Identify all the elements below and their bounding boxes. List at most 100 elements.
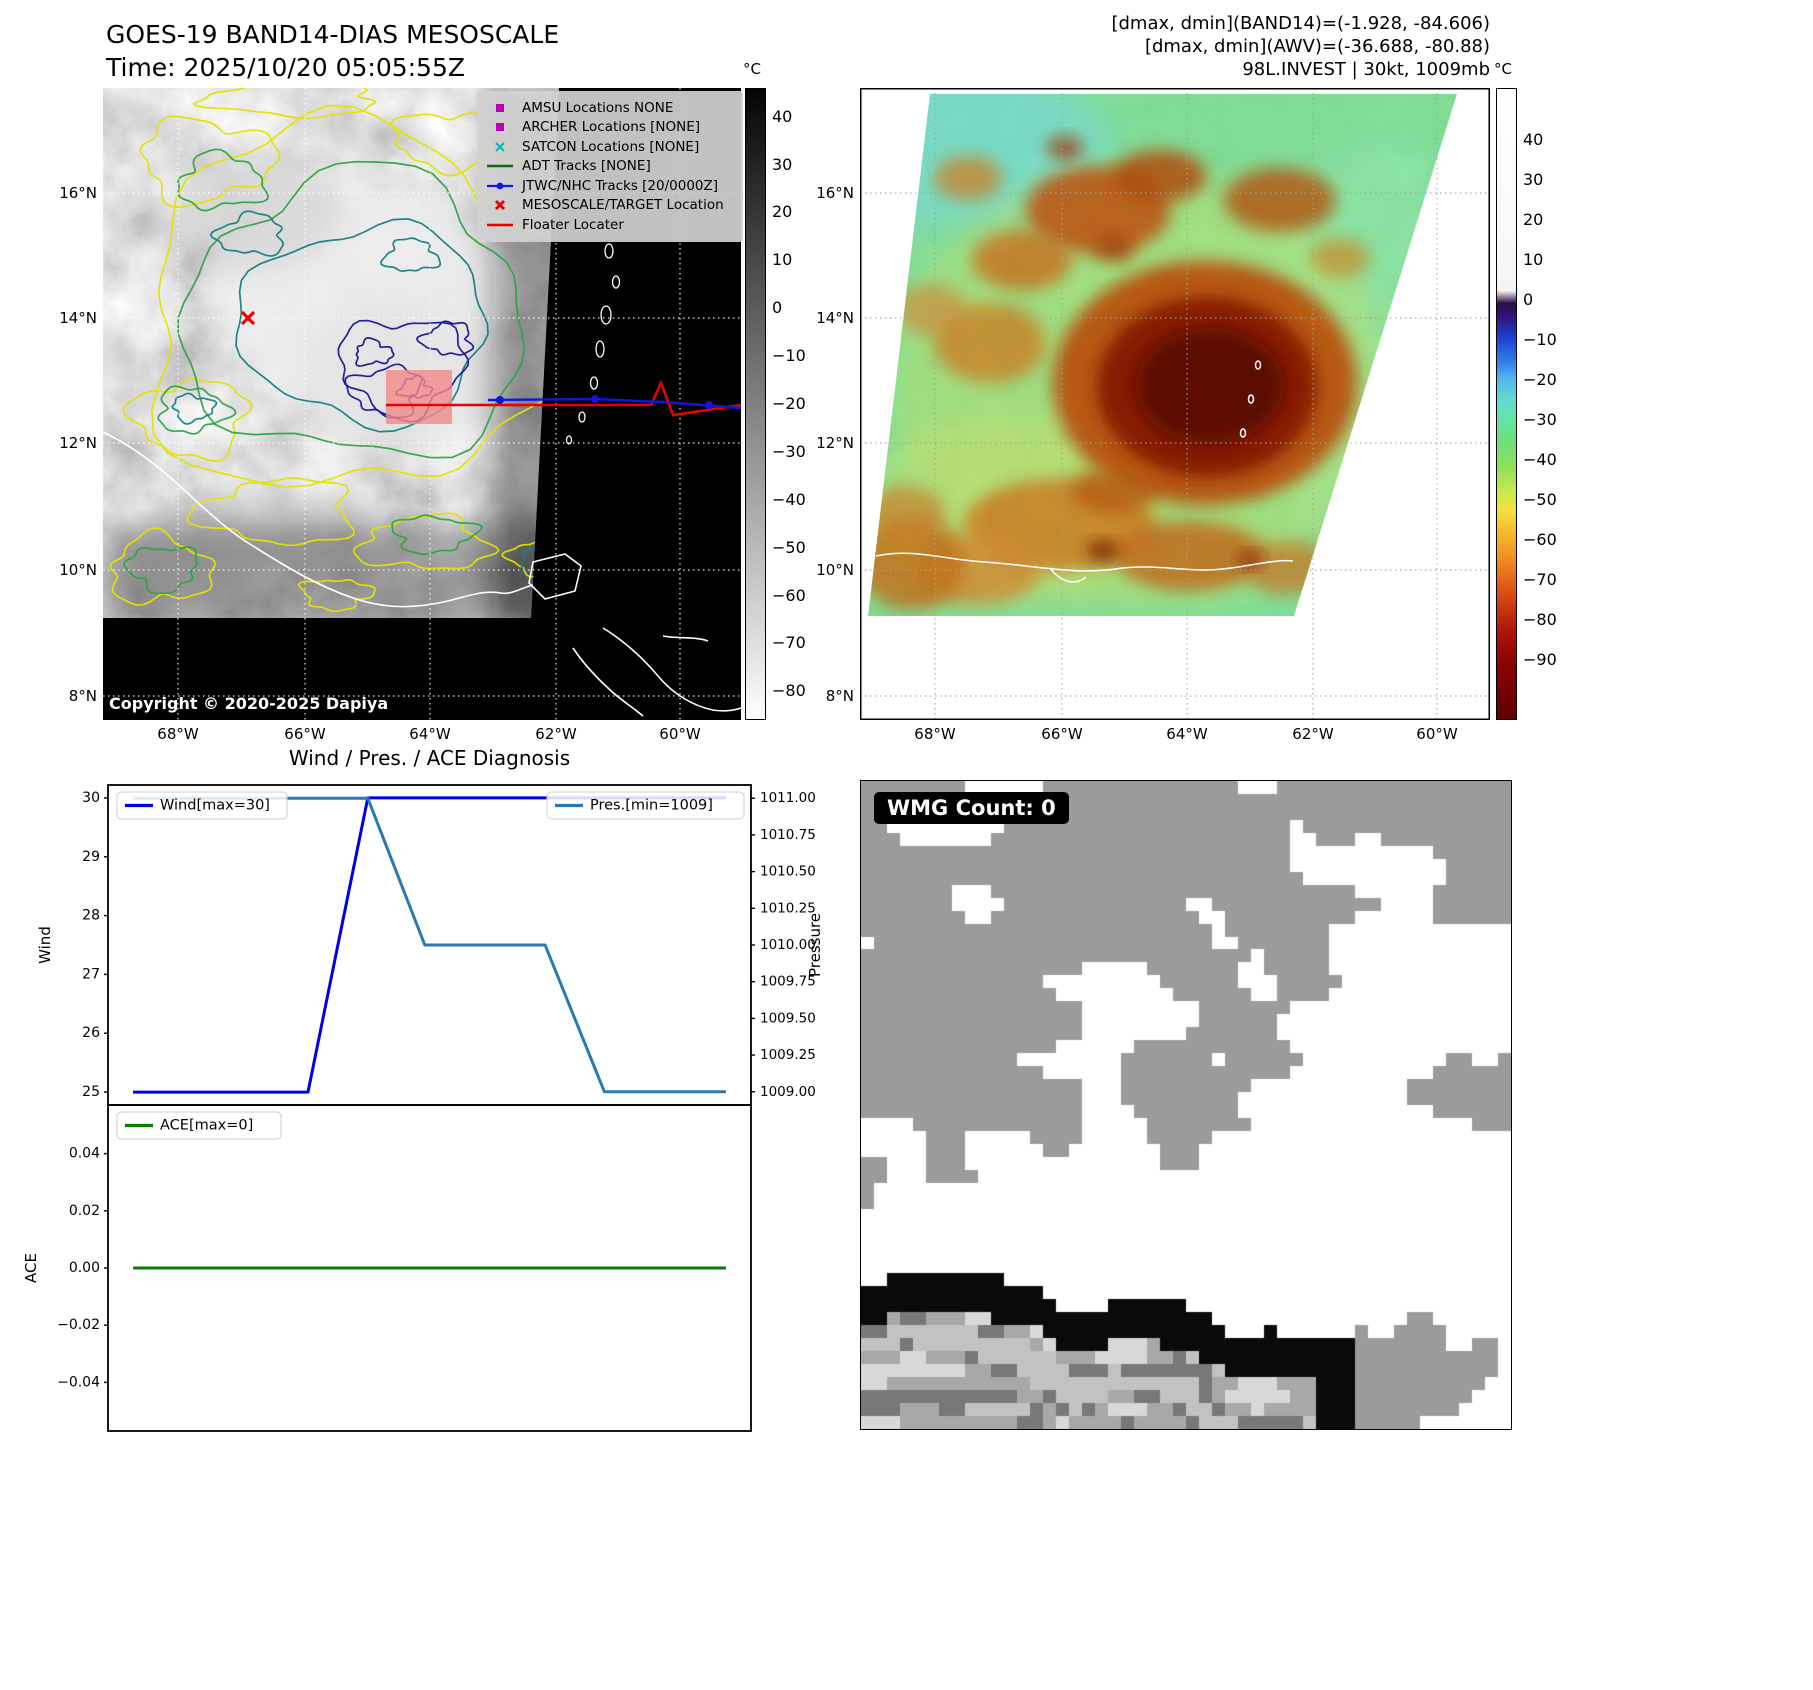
x-marker-icon [485,140,515,154]
chart-legend-label: ACE[max=0] [160,1118,253,1134]
legend-item: AMSU Locations NONE [485,98,735,118]
axis-tick-label: 28 [82,908,100,924]
legend-item: Floater Locater [485,215,735,235]
ir-contour [122,377,253,462]
colorbar-tick-label: −80 [1523,610,1557,629]
ir-contour [123,546,198,595]
axis-tick-label: 1010.00 [760,937,816,953]
colorbar-tick-label: −20 [1523,370,1557,389]
colorbar-tick-label: −30 [1523,410,1557,429]
ir-contour [415,320,475,356]
legend-item: JTWC/NHC Tracks [20/0000Z] [485,176,735,196]
colorbar-tick-label: 30 [772,155,793,174]
wind-axis-label: Wind [36,926,54,964]
stats-annotation: [dmax, dmin](BAND14)=(-1.928, -84.606) [… [1111,12,1490,81]
ir-contour [186,477,355,547]
jtwc-track-line [487,397,741,410]
target-area-highlight [386,370,452,424]
axis-tick-label: 1010.25 [760,900,816,916]
awv-satellite-map [860,88,1490,720]
colorbar-tick-label: −40 [772,490,806,509]
line-dot-marker-icon [485,179,515,193]
ir-contour [150,104,559,489]
legend-label: ADT Tracks [NONE] [522,158,651,175]
floater-locater-line [386,379,741,417]
colorbar-tick-label: −10 [772,346,806,365]
coastlines [875,360,1294,583]
ir-contour [177,148,269,212]
colorbar-tick-label: 10 [772,250,793,269]
lat-tick-label: 8°N [68,687,97,705]
lon-tick-label: 68°W [157,725,199,743]
axis-tick-label: 1009.25 [760,1047,816,1063]
legend-label: SATCON Locations [NONE] [522,138,700,155]
axis-tick-label: 1009.00 [760,1084,816,1100]
lat-tick-label: 16°N [816,184,854,202]
wmg-count-badge: WMG Count: 0 [874,792,1069,824]
ace-axis-label: ACE [22,1253,40,1283]
legend-item: MESOSCALE/TARGET Location [485,196,735,216]
ir-contour [380,237,442,272]
chart-legend: Pres.[min=1009] [546,791,745,820]
colorbar-tick-label: −50 [772,538,806,557]
mesoscale-target-marker-icon [240,310,256,326]
chart-legend: Wind[max=30] [116,791,288,820]
axis-tick-label: 25 [82,1084,100,1100]
lon-tick-label: 66°W [284,725,326,743]
lon-tick-label: 60°W [659,725,701,743]
lon-tick-label: 68°W [914,725,956,743]
axis-tick-label: −0.02 [57,1317,100,1333]
band14-dmax-dmin: [dmax, dmin](BAND14)=(-1.928, -84.606) [1111,13,1490,34]
invest-status: 98L.INVEST | 30kt, 1009mb [1242,59,1490,80]
axis-tick-label: 1009.50 [760,1010,816,1026]
lat-tick-label: 10°N [59,561,97,579]
ir-contour [171,392,218,425]
colorbar-tick-label: −90 [1523,650,1557,669]
lat-tick-label: 10°N [816,561,854,579]
colorbar-tick-label: −70 [1523,570,1557,589]
coastlines [103,243,741,717]
axis-tick-label: 1009.75 [760,974,816,990]
axis-tick-label: 0.04 [69,1146,100,1162]
lat-tick-label: 14°N [59,309,97,327]
colorbar-tick-label: 40 [772,107,793,126]
ir-contour [109,527,217,606]
axis-tick-label: 27 [82,966,100,982]
legend-label: AMSU Locations NONE [522,99,674,116]
colorbar-tick-label: −60 [772,586,806,605]
ir-contour [355,337,395,367]
lon-tick-label: 60°W [1416,725,1458,743]
colorbar-tick-label: −10 [1523,330,1557,349]
wmg-count-map [860,780,1512,1430]
ir-contour [297,579,376,613]
jtwc-track-points [496,395,713,409]
ir-contour [352,512,500,570]
copyright-watermark: Copyright © 2020-2025 Dapiya [109,694,389,713]
colorbar-tick-label: −50 [1523,490,1557,509]
lat-tick-label: 8°N [825,687,854,705]
chart-legend-label: Wind[max=30] [160,798,270,814]
square-marker-icon [485,101,515,115]
x-bold-marker-icon [485,198,515,212]
ir-contour [391,514,484,556]
lat-tick-label: 12°N [59,434,97,452]
pressure-axis-label: Pressure [806,913,824,977]
awv-dmax-dmin: [dmax, dmin](AWV)=(-36.688, -80.88) [1144,36,1490,57]
axis-tick-label: 1011.00 [760,790,816,806]
ir-contour [157,385,237,435]
colorbar-tick-label: −40 [1523,450,1557,469]
lon-tick-label: 64°W [409,725,451,743]
band14-colorbar-unit: °C [743,60,761,78]
colorbar-tick-label: 0 [772,298,783,317]
axis-tick-label: 0.02 [69,1203,100,1219]
legend-label: ARCHER Locations [NONE] [522,119,701,136]
colorbar-tick-label: −70 [772,633,806,652]
chart-legend-label: Pres.[min=1009] [590,798,713,814]
lon-tick-label: 62°W [1292,725,1334,743]
ir-contour [139,115,281,208]
lat-tick-label: 12°N [816,434,854,452]
axis-tick-label: −0.04 [57,1374,100,1390]
axis-tick-label: 1010.50 [760,864,816,880]
ir-contour [209,210,285,257]
colorbar-tick-label: 40 [1523,130,1544,149]
